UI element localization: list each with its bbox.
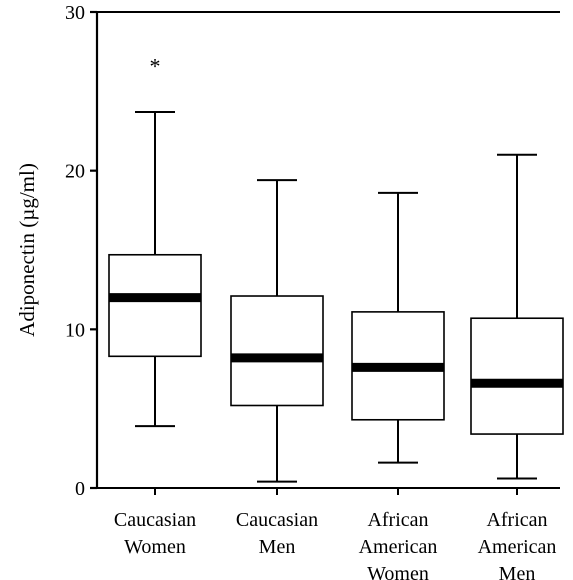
y-tick-label: 10 xyxy=(65,319,85,341)
box-4 xyxy=(470,153,564,480)
box-2 xyxy=(230,179,324,483)
outlier-marker: * xyxy=(150,54,161,79)
y-tick-label: 20 xyxy=(65,161,85,183)
iqr-box xyxy=(230,295,324,407)
iqr-box xyxy=(108,253,202,358)
box-1: * xyxy=(108,54,202,428)
y-axis-label: Adiponectin (µg/ml) xyxy=(15,163,39,337)
iqr-box xyxy=(470,317,564,435)
x-tick-label: Caucasian Men xyxy=(236,509,318,558)
plot-area: * xyxy=(108,54,564,483)
x-tick-label: African American Women xyxy=(359,509,438,580)
axes: 0 10 20 30 Caucasian Women Caucasian Men African… xyxy=(65,2,560,580)
x-tick-label: Caucasian Women xyxy=(114,509,196,558)
y-tick-label: 0 xyxy=(75,478,85,500)
x-tick-label: African American Men xyxy=(478,509,557,580)
box-3 xyxy=(351,191,445,464)
y-tick-label: 30 xyxy=(65,2,85,24)
